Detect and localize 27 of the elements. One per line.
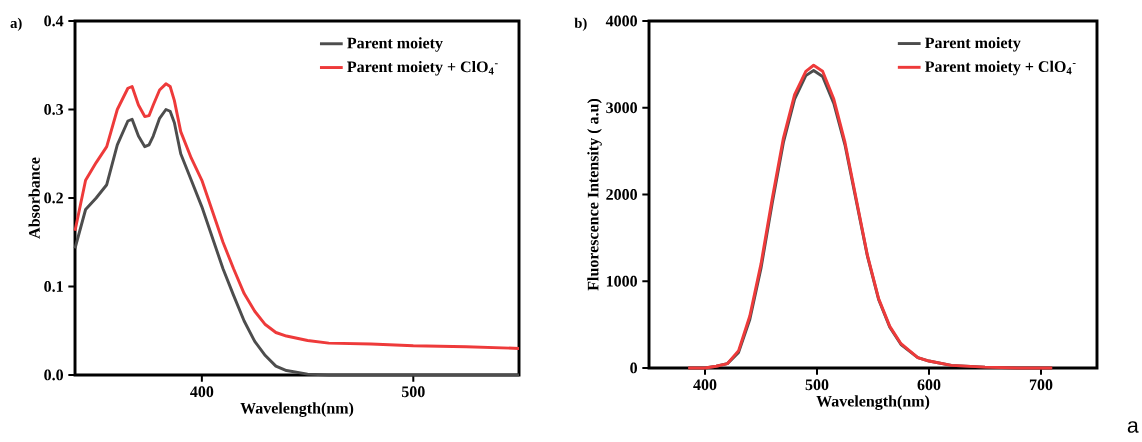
y-tick-label: 1000: [606, 275, 638, 287]
y-tick-label: 2000: [606, 189, 638, 200]
y-tick-label: 0.4: [44, 15, 64, 27]
x-tick-label: 500: [805, 379, 829, 391]
legend-label: Parent moiety + ClO$_{4}$-: [347, 60, 498, 76]
y-tick-label: 0: [630, 362, 638, 374]
legend-label: Parent moiety: [347, 37, 443, 52]
y-axis-title: Fluorescence Intensity ( a.u): [587, 98, 602, 291]
x-tick-label: 600: [917, 379, 941, 391]
x-axis-title: Wavelength(nm): [816, 395, 930, 410]
x-tick-label: 500: [401, 386, 425, 398]
y-tick-label: 3000: [606, 102, 638, 114]
chart-title: b): [574, 17, 587, 31]
x-tick-label: 400: [693, 379, 717, 391]
y-tick-label: 0.1: [44, 281, 63, 292]
legend-label: Parent moiety: [925, 37, 1021, 52]
x-axis-title: Wavelength(nm): [240, 402, 354, 417]
chart-title: a): [10, 17, 22, 31]
y-tick-label: 0.0: [44, 369, 64, 381]
x-tick-label: 400: [190, 386, 214, 398]
text: a: [1127, 421, 1139, 433]
x-tick-label: 700: [1029, 379, 1053, 391]
legend-label: Parent moiety + ClO$_{4}$-: [925, 60, 1076, 76]
y-axis-title: Absorbance: [28, 157, 40, 239]
y-tick-label: 0.2: [44, 192, 63, 204]
y-tick-label: 0.3: [44, 104, 64, 115]
y-tick-label: 4000: [605, 15, 638, 27]
